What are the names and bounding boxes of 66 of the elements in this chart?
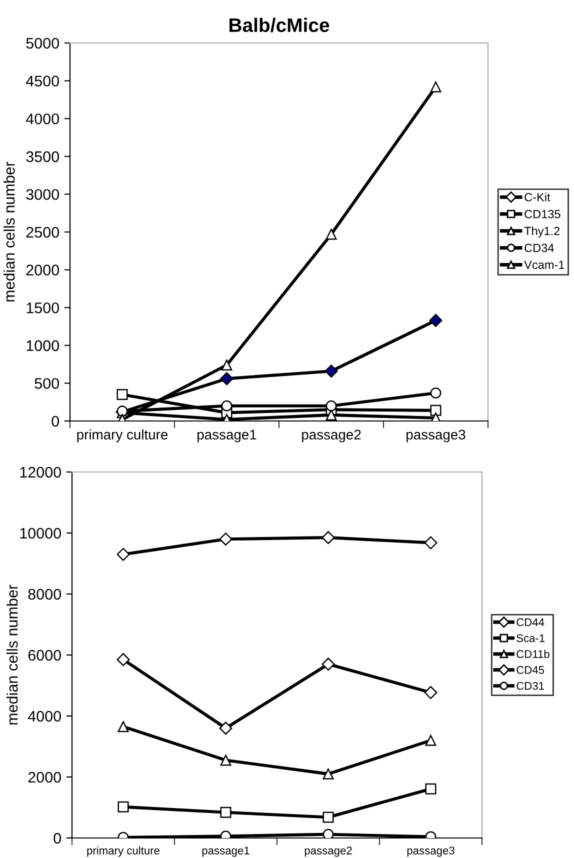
point: [424, 536, 438, 550]
y-tick-label: 1000: [26, 340, 59, 352]
legend-label: CD44: [516, 618, 544, 626]
point: [322, 768, 334, 780]
x-tick-label: primary culture: [77, 429, 168, 442]
x-tick-label: passage3: [406, 430, 466, 442]
point: [429, 314, 442, 327]
point: [326, 400, 337, 412]
point: [116, 653, 130, 666]
point: [324, 364, 338, 378]
point: [220, 754, 232, 766]
x-tick-label: passage2: [302, 430, 361, 442]
point: [116, 389, 128, 400]
point: [118, 801, 129, 812]
y-tick-label: 8000: [28, 588, 61, 600]
point: [220, 372, 234, 386]
y-tick-label: 10000: [20, 528, 61, 539]
x-tick-label: passage2: [304, 846, 352, 857]
point: [219, 532, 232, 546]
legend-label: CD11b: [516, 650, 550, 658]
point: [220, 806, 232, 818]
y-tick-label: 5000: [26, 38, 59, 49]
point: [322, 658, 335, 671]
y-tick-label: 0: [54, 832, 61, 844]
legend-label: Vcam-1: [524, 260, 564, 269]
legend-label: CD34: [524, 244, 554, 252]
y-tick-label: 6000: [28, 650, 61, 661]
point: [430, 388, 442, 399]
y-axis-title: median cells number: [6, 584, 18, 724]
point: [430, 81, 442, 92]
y-axis-title: median cells number: [4, 162, 15, 302]
x-tick-label: passage1: [202, 846, 250, 857]
y-tick-label: 12000: [20, 466, 61, 478]
point: [322, 828, 334, 838]
legend-label: C-Kit: [524, 192, 550, 202]
point: [118, 721, 129, 732]
y-tick-label: 4000: [28, 710, 61, 722]
point: [219, 722, 232, 735]
y-tick-label: 2000: [28, 772, 61, 783]
x-tick-label: passage3: [407, 846, 454, 857]
x-tick-label: passage1: [198, 430, 256, 442]
point: [322, 531, 335, 544]
point: [221, 400, 232, 412]
y-tick-label: 2000: [26, 264, 59, 276]
point: [425, 734, 436, 746]
point: [221, 360, 232, 371]
chart-title: Balb/cMice: [230, 18, 330, 32]
y-tick-label: 4000: [26, 113, 59, 124]
legend-label: Thy1.2: [524, 226, 560, 238]
legend-label: Sca-1: [516, 634, 545, 642]
x-tick-label: primary culture: [87, 846, 160, 857]
legend-label: CD31: [516, 682, 544, 690]
y-tick-label: 3500: [26, 151, 59, 162]
y-tick-label: 2500: [26, 226, 59, 238]
point: [116, 548, 130, 561]
y-tick-label: 0: [52, 416, 59, 427]
point: [425, 783, 436, 794]
point: [424, 686, 438, 700]
y-tick-label: 500: [34, 378, 59, 389]
y-tick-label: 3000: [26, 189, 59, 200]
point: [326, 228, 337, 240]
point: [322, 812, 334, 823]
y-tick-label: 1500: [26, 302, 59, 314]
legend-label: CD135: [524, 210, 560, 218]
y-tick-label: 4500: [26, 76, 59, 86]
legend-label: CD45: [516, 666, 544, 674]
